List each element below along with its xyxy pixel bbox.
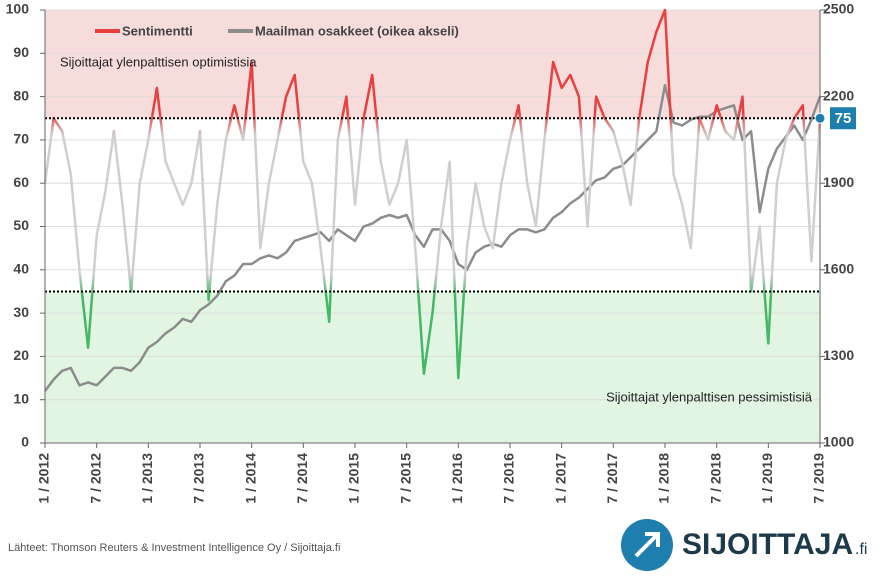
series-line (43, 83, 822, 392)
x-tick-label: 1 / 2015 (346, 453, 362, 504)
annotation: Sijoittajat ylenpalttisen optimistisia (60, 54, 257, 69)
x-tick-label: 7 / 2016 (501, 453, 517, 504)
x-tick-label: 1 / 2012 (36, 453, 52, 504)
y-tick-label: 0 (21, 434, 29, 450)
legend-label: Maailman osakkeet (oikea akseli) (255, 23, 459, 38)
y2-tick-label: 1900 (823, 174, 854, 190)
x-tick-label: 7 / 2012 (87, 453, 103, 504)
y2-tick-label: 1000 (823, 434, 854, 450)
x-tick-label: 7 / 2013 (191, 453, 207, 504)
annotation: Sijoittajat ylenpalttisen pessimistisiä (606, 389, 813, 404)
y-tick-label: 10 (13, 390, 29, 406)
x-tick-label: 7 / 2017 (604, 453, 620, 504)
x-tick-label: 1 / 2019 (759, 453, 775, 504)
logo-suffix: .fi (855, 541, 867, 558)
x-tick-label: 1 / 2017 (552, 453, 568, 504)
source-note: Lähteet: Thomson Reuters & Investment In… (8, 542, 340, 554)
y-tick-label: 60 (13, 174, 29, 190)
y-tick-label: 100 (6, 1, 30, 17)
x-tick-label: 1 / 2018 (656, 453, 672, 504)
y2-tick-label: 2200 (823, 87, 854, 103)
y-tick-label: 30 (13, 304, 29, 320)
current-marker (814, 112, 826, 124)
current-label-box (830, 107, 856, 130)
logo-text: SIJOITTAJA (682, 528, 853, 561)
y-tick-label: 70 (13, 131, 29, 147)
x-tick-label: 7 / 2014 (294, 453, 310, 504)
y-tick-label: 40 (13, 261, 29, 277)
x-tick-label: 7 / 2019 (811, 453, 827, 504)
x-tick-label: 7 / 2015 (397, 453, 413, 504)
y2-tick-label: 2500 (823, 1, 854, 17)
series-line (43, 8, 822, 380)
y-tick-label: 80 (13, 87, 29, 103)
x-tick-label: 7 / 2018 (707, 453, 723, 504)
legend-label: Sentimentti (122, 23, 193, 38)
current-label: 75 (835, 110, 852, 127)
y-tick-label: 90 (13, 44, 29, 60)
x-tick-label: 1 / 2013 (139, 453, 155, 504)
logo-icon (621, 519, 673, 571)
x-tick-label: 1 / 2014 (242, 453, 258, 504)
y-tick-label: 20 (13, 347, 29, 363)
x-tick-label: 1 / 2016 (449, 453, 465, 504)
y2-tick-label: 1600 (823, 261, 854, 277)
y-tick-label: 50 (13, 217, 29, 233)
threshold-band (45, 10, 820, 119)
y2-tick-label: 1300 (823, 347, 854, 363)
